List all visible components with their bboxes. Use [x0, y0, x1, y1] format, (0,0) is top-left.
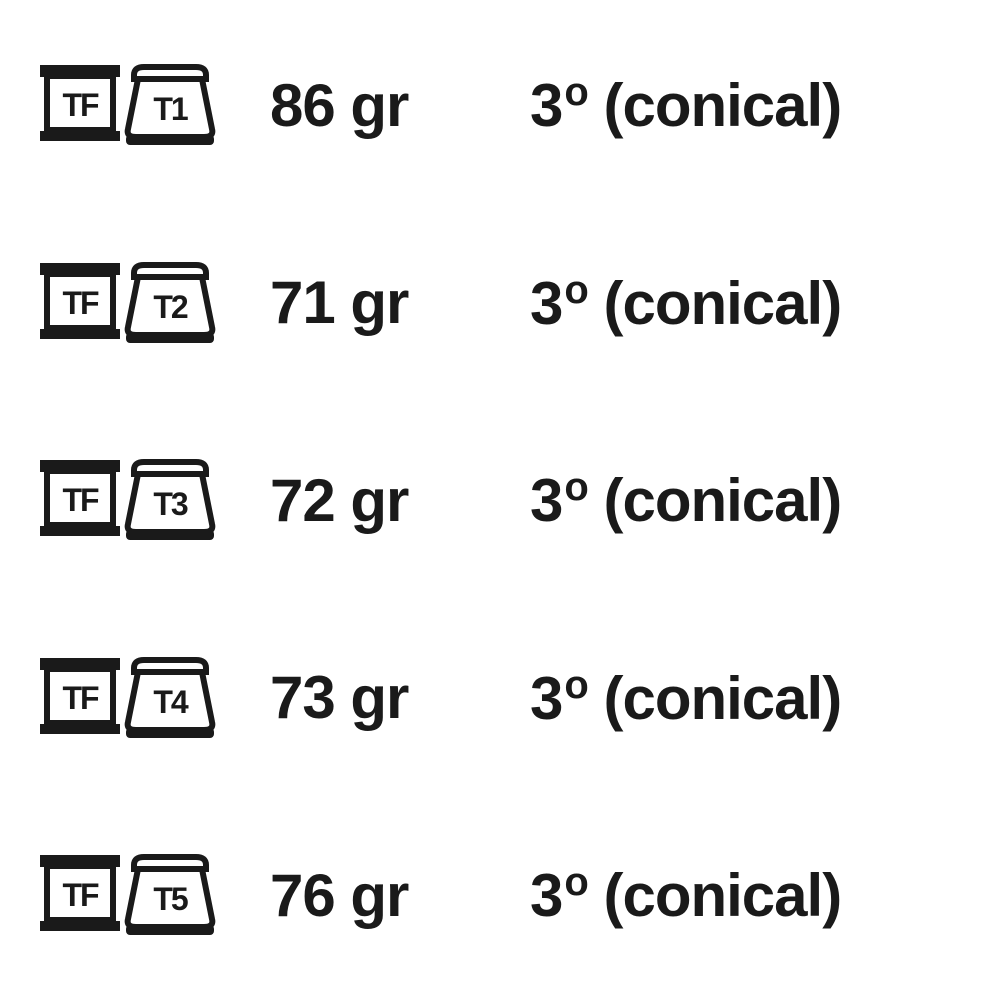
bell-weight-icon: T5: [124, 853, 216, 937]
weight-box-icon: TF: [40, 460, 120, 540]
weight-value: 73 gr: [270, 663, 530, 732]
tf-label: TF: [44, 680, 116, 717]
weight-box-icon: TF: [40, 855, 120, 935]
bell-weight-icon: T1: [124, 63, 216, 147]
t-label: T3: [124, 486, 216, 523]
table-row: TF T1 86 gr 3o (conical): [40, 50, 960, 160]
table-row: TF T4 73 gr 3o (conical): [40, 643, 960, 753]
weight-box-icon: TF: [40, 65, 120, 145]
icons-cell: TF T1: [40, 63, 270, 147]
bell-weight-icon: T4: [124, 656, 216, 740]
table-row: TF T3 72 gr 3o (conical): [40, 445, 960, 555]
t-label: T2: [124, 289, 216, 326]
weight-value: 76 gr: [270, 861, 530, 930]
t-label: T1: [124, 91, 216, 128]
weight-value: 86 gr: [270, 71, 530, 140]
table-row: TF T2 71 gr 3o (conical): [40, 248, 960, 358]
tf-label: TF: [44, 482, 116, 519]
weight-value: 72 gr: [270, 466, 530, 535]
t-label: T5: [124, 881, 216, 918]
angle-value: 3o (conical): [530, 860, 841, 930]
bell-weight-icon: T2: [124, 261, 216, 345]
icons-cell: TF T2: [40, 261, 270, 345]
t-label: T4: [124, 684, 216, 721]
icons-cell: TF T5: [40, 853, 270, 937]
angle-value: 3o (conical): [530, 268, 841, 338]
bell-weight-icon: T3: [124, 458, 216, 542]
tf-label: TF: [44, 285, 116, 322]
weight-box-icon: TF: [40, 263, 120, 343]
tf-label: TF: [44, 877, 116, 914]
weight-value: 71 gr: [270, 268, 530, 337]
weight-box-icon: TF: [40, 658, 120, 738]
spec-table: TF T1 86 gr 3o (conical) TF: [0, 0, 1000, 1000]
angle-value: 3o (conical): [530, 663, 841, 733]
angle-value: 3o (conical): [530, 465, 841, 535]
table-row: TF T5 76 gr 3o (conical): [40, 840, 960, 950]
icons-cell: TF T3: [40, 458, 270, 542]
tf-label: TF: [44, 87, 116, 124]
angle-value: 3o (conical): [530, 70, 841, 140]
icons-cell: TF T4: [40, 656, 270, 740]
